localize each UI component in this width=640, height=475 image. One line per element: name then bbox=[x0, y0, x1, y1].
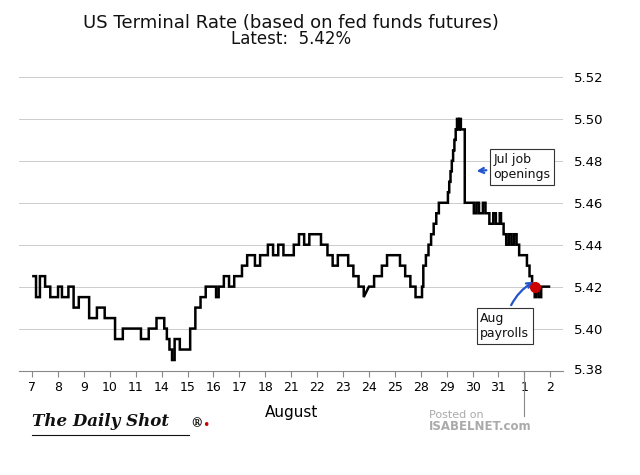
Title: US Terminal Rate (based on fed funds futures): US Terminal Rate (based on fed funds fut… bbox=[83, 14, 499, 32]
X-axis label: August: August bbox=[264, 405, 318, 420]
Text: The Daily Shot: The Daily Shot bbox=[32, 413, 169, 430]
Text: ®: ® bbox=[191, 417, 204, 430]
Text: Jul job
openings: Jul job openings bbox=[479, 153, 550, 181]
Text: Posted on: Posted on bbox=[429, 410, 483, 420]
Text: Aug
payrolls: Aug payrolls bbox=[480, 283, 531, 340]
Text: Latest:  5.42%: Latest: 5.42% bbox=[231, 30, 351, 48]
Text: ISABELNET.com: ISABELNET.com bbox=[429, 420, 531, 433]
Text: 5.38: 5.38 bbox=[573, 364, 603, 377]
Text: •: • bbox=[202, 419, 210, 432]
